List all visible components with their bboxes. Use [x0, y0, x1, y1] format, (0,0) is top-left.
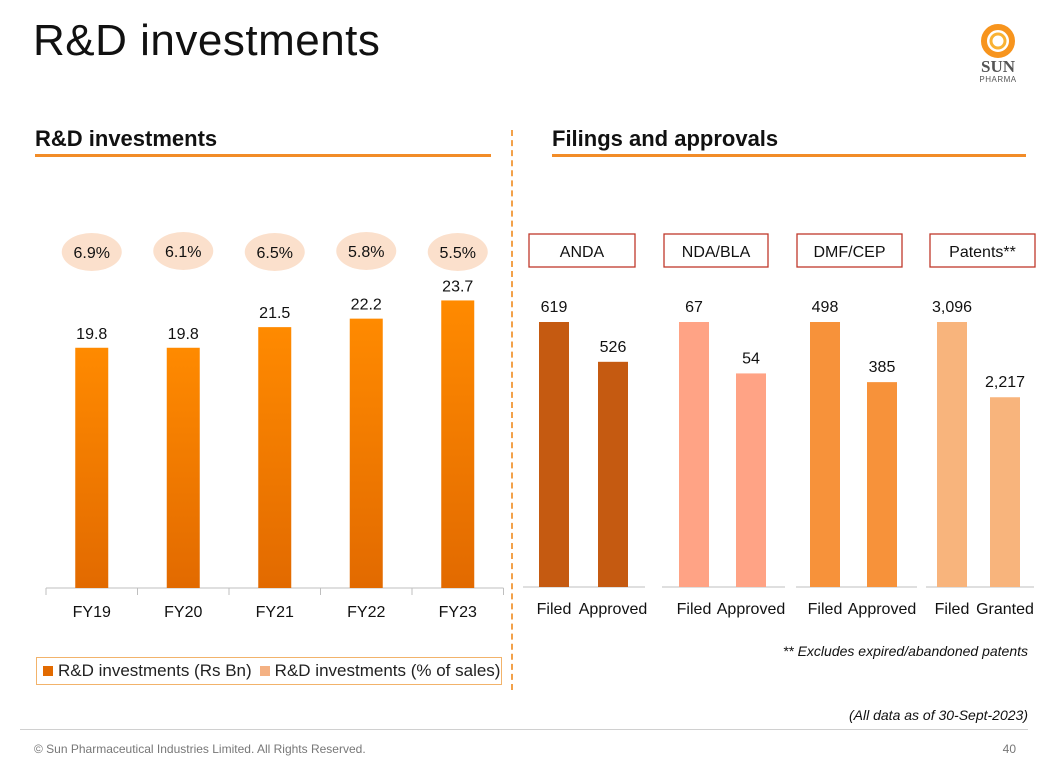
pct-bubble: [427, 233, 488, 271]
legend-label-rs-bn: R&D investments (Rs Bn): [58, 661, 252, 680]
patents-footnote: ** Excludes expired/abandoned patents: [782, 643, 1028, 659]
filing-bar-filed: [539, 322, 569, 587]
filing-bar-filed: [679, 322, 709, 587]
filing-bar-approved: [736, 373, 766, 587]
rd-bar-fy21: [258, 327, 292, 588]
page-number: 40: [1002, 742, 1016, 756]
legend-swatch-pct-sales: [259, 666, 270, 676]
filing-bar-value-label: 67: [685, 299, 703, 316]
filing-group-box: [663, 233, 769, 268]
rd-bar-value-label: 23.7: [442, 278, 473, 295]
rd-x-tick-label: FY21: [256, 604, 294, 621]
filing-group-box: [528, 233, 636, 268]
rd-x-tick-label: FY20: [164, 604, 202, 621]
filing-bar-granted: [990, 397, 1020, 587]
filings-chart-title: Filings and approvals: [552, 126, 1026, 157]
rd-x-tick-label: FY22: [347, 604, 385, 621]
filing-bar-approved: [598, 361, 628, 587]
filing-bar-value-label: 498: [812, 299, 839, 316]
rd-chart-title: R&D investments: [35, 126, 491, 157]
footer-copyright: © Sun Pharmaceutical Industries Limited.…: [34, 742, 366, 756]
filing-bar-value-label: 54: [742, 350, 760, 367]
rd-chart-legend: R&D investments (Rs Bn) R&D investments …: [36, 657, 502, 685]
filing-bar-filed: [810, 322, 840, 587]
rd-investments-chart: 19.8 FY19 6.9% 19.8 FY20 6.1% 21.5 FY21 6.5% 22.2…: [45, 232, 504, 621]
filing-group-label: NDA/BLA: [682, 244, 751, 261]
pct-of-sales-label: 6.9%: [74, 245, 110, 262]
filing-bar-approved: [867, 382, 897, 587]
filing-bar-value-label: 526: [600, 339, 627, 356]
filing-group-box: [796, 233, 903, 268]
filing-bar-filed: [937, 322, 967, 587]
filing-x-tick-label: Approved: [848, 601, 917, 618]
legend-item-rs-bn: R&D investments (Rs Bn): [43, 661, 252, 681]
page-title: R&D investments: [33, 16, 381, 65]
rd-bar-fy22: [349, 318, 383, 588]
legend-label-pct-sales: R&D investments (% of sales): [274, 661, 501, 680]
filing-x-tick-label: Filed: [808, 601, 843, 618]
data-as-of-note: (All data as of 30-Sept-2023): [849, 707, 1028, 723]
filing-group-label: DMF/CEP: [814, 244, 886, 261]
filing-bar-value-label: 385: [869, 359, 896, 376]
pct-bubble: [244, 233, 305, 271]
rd-x-tick-label: FY19: [73, 604, 111, 621]
footer-divider: [20, 729, 1028, 730]
filing-x-tick-label: Filed: [677, 601, 712, 618]
filing-x-tick-label: Filed: [537, 601, 572, 618]
pct-of-sales-label: 6.5%: [257, 245, 293, 262]
logo-word: SUN: [980, 57, 1015, 76]
filing-x-tick-label: Granted: [976, 601, 1034, 618]
filing-group-box: [929, 233, 1036, 268]
filing-x-tick-label: Approved: [579, 601, 648, 618]
pct-bubble: [336, 232, 397, 270]
rd-bar-fy23: [441, 300, 475, 588]
pct-bubble: [153, 232, 214, 270]
filings-approvals-chart: ANDA 619 Filed 526 Approved NDA/BLA 67 Filed 54 A…: [523, 233, 1036, 618]
logo-subword: PHARMA: [979, 75, 1017, 84]
sun-logo-icon: [981, 24, 1015, 58]
rd-bar-value-label: 22.2: [351, 297, 382, 314]
pct-of-sales-label: 6.1%: [165, 244, 201, 261]
rd-bar-value-label: 19.8: [168, 326, 199, 343]
rd-bar-value-label: 19.8: [76, 326, 107, 343]
pct-of-sales-label: 5.8%: [348, 244, 384, 261]
filing-bar-value-label: 3,096: [932, 299, 972, 316]
rd-x-tick-label: FY23: [439, 604, 477, 621]
filing-bar-value-label: 2,217: [985, 374, 1025, 391]
rd-bar-fy20: [166, 347, 200, 588]
legend-swatch-rs-bn: [43, 666, 53, 676]
filing-x-tick-label: Approved: [717, 601, 786, 618]
filing-group-label: Patents**: [949, 244, 1016, 261]
legend-item-pct-sales: R&D investments (% of sales): [259, 661, 501, 681]
filing-bar-value-label: 619: [541, 299, 568, 316]
filing-group-label: ANDA: [560, 244, 605, 261]
rd-bar-fy19: [75, 347, 109, 588]
filing-x-tick-label: Filed: [935, 601, 970, 618]
section-divider: [511, 130, 513, 690]
pct-bubble: [61, 233, 122, 271]
sun-pharma-logo: SUN PHARMA: [966, 24, 1030, 94]
pct-of-sales-label: 5.5%: [440, 245, 476, 262]
rd-bar-value-label: 21.5: [259, 305, 290, 322]
